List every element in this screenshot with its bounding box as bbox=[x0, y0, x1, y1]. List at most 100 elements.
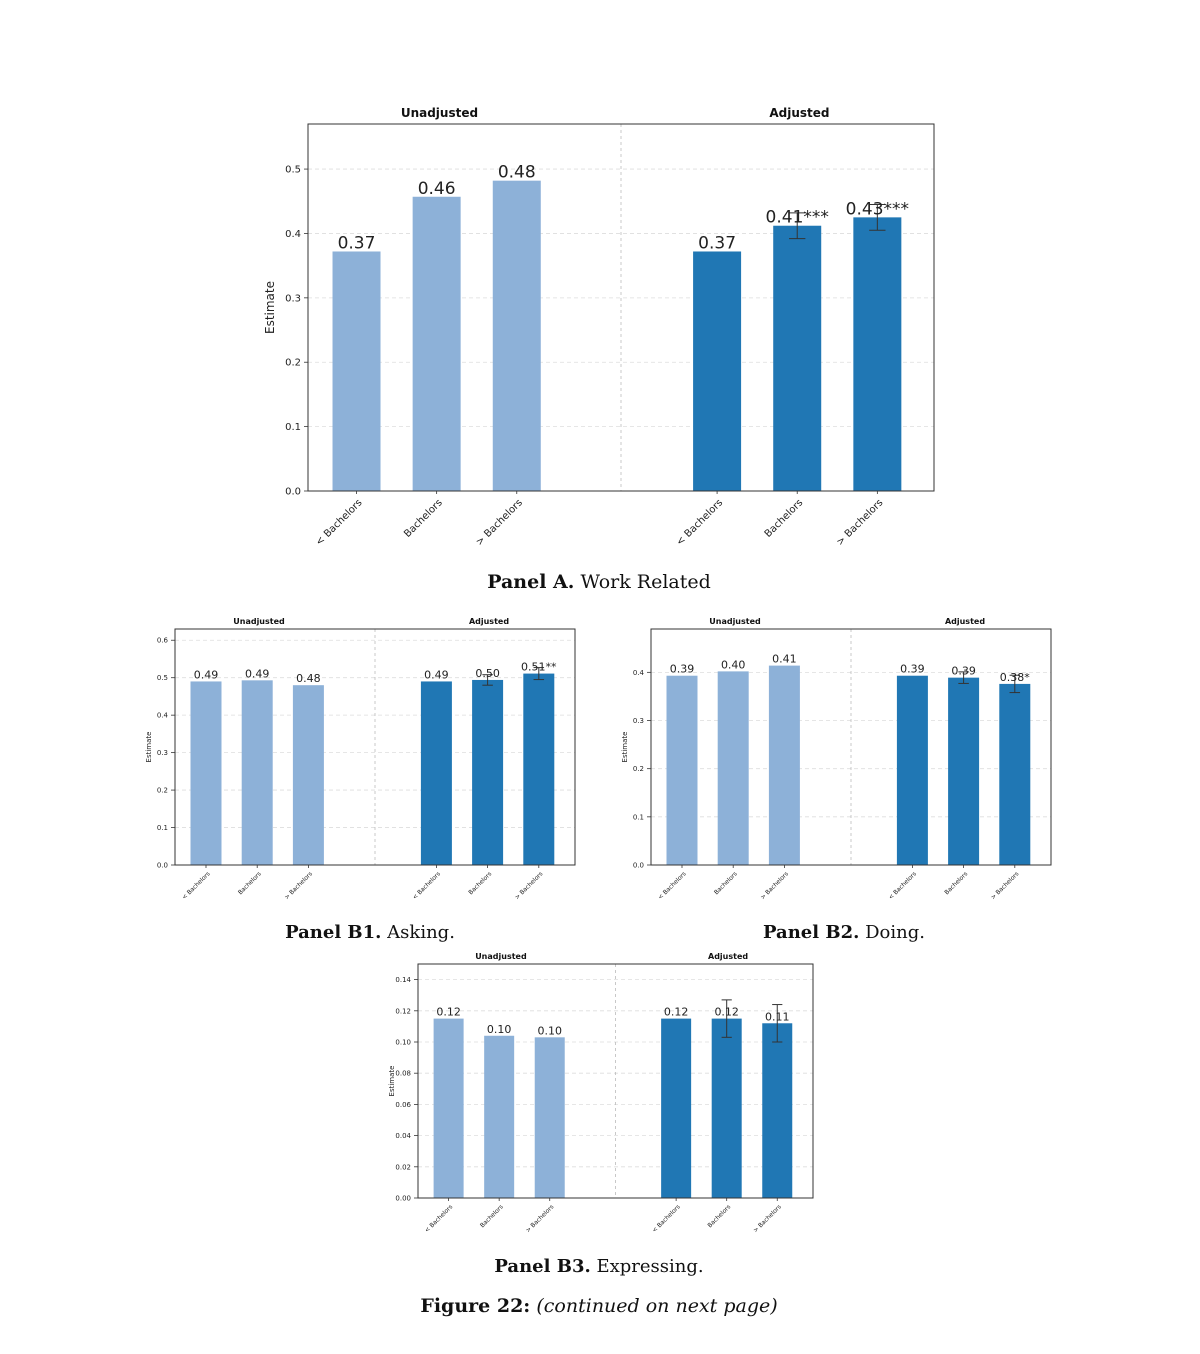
category-tick-label: Bachelors bbox=[479, 1203, 505, 1229]
bar-unadjusted-1 bbox=[412, 196, 461, 491]
data-label: 0.49 bbox=[194, 668, 219, 681]
bar-adjusted-1 bbox=[773, 225, 822, 491]
y-tick-label: 0.4 bbox=[285, 229, 301, 240]
y-tick-label: 0.2 bbox=[285, 358, 301, 369]
caption-panel-b3: Panel B3. Expressing. bbox=[494, 1256, 704, 1277]
y-tick-label: 0.4 bbox=[633, 669, 645, 677]
panel-title-unadjusted: Unadjusted bbox=[401, 106, 478, 120]
y-axis-label: Estimate bbox=[145, 732, 153, 763]
bar-unadjusted-2 bbox=[492, 180, 541, 491]
bar-adjusted-0 bbox=[693, 251, 742, 491]
data-label: 0.11 bbox=[765, 1010, 790, 1023]
category-tick-label: Bachelors bbox=[943, 870, 969, 896]
category-tick-label: > Bachelors bbox=[835, 497, 886, 548]
y-tick-label: 0.08 bbox=[395, 1070, 411, 1078]
y-tick-label: 0.04 bbox=[395, 1132, 411, 1140]
data-label: 0.10 bbox=[487, 1023, 512, 1036]
category-tick-label: Bachelors bbox=[237, 870, 263, 896]
bar-adjusted-0 bbox=[661, 1018, 692, 1198]
y-tick-label: 0.2 bbox=[633, 765, 644, 773]
category-tick-label: Bachelors bbox=[763, 497, 806, 540]
plot-frame bbox=[650, 628, 1052, 866]
data-label: 0.37 bbox=[338, 233, 376, 253]
category-tick-label: < Bachelors bbox=[674, 497, 725, 548]
data-label: 0.48 bbox=[296, 672, 321, 685]
data-label: 0.49 bbox=[424, 668, 449, 681]
y-axis-label: Estimate bbox=[263, 281, 277, 334]
y-tick-label: 0.0 bbox=[633, 861, 644, 869]
caption-panel-a: Panel A. Work Related bbox=[487, 571, 711, 593]
y-tick-label: 0.06 bbox=[395, 1101, 411, 1109]
category-tick-label: > Bachelors bbox=[514, 870, 545, 901]
bar-unadjusted-2 bbox=[768, 665, 800, 865]
bar-adjusted-2 bbox=[853, 217, 902, 491]
category-tick-label: < Bachelors bbox=[314, 497, 365, 548]
y-tick-label: 0.3 bbox=[285, 293, 301, 304]
y-tick-label: 0.1 bbox=[633, 813, 644, 821]
category-tick-label: > Bachelors bbox=[990, 870, 1021, 901]
y-tick-label: 0.6 bbox=[157, 637, 169, 645]
bar-unadjusted-0 bbox=[190, 681, 222, 865]
panel-title-unadjusted: Unadjusted bbox=[233, 617, 285, 626]
data-label: 0.40 bbox=[721, 658, 746, 671]
bar-adjusted-0 bbox=[896, 675, 928, 865]
category-tick-label: Bachelors bbox=[402, 497, 445, 540]
data-label: 0.39 bbox=[900, 663, 925, 676]
data-label: 0.10 bbox=[537, 1024, 562, 1037]
y-tick-label: 0.12 bbox=[395, 1007, 411, 1015]
chart-panel-a: 0.37 < Bachelors 0.46 Bachelors 0.48 > Bachel… bbox=[263, 106, 935, 548]
y-tick-label: 0.3 bbox=[633, 717, 644, 725]
data-label: 0.46 bbox=[418, 179, 456, 199]
data-label: 0.38* bbox=[1000, 671, 1030, 684]
data-label: 0.48 bbox=[498, 163, 536, 183]
panel-title-unadjusted: Unadjusted bbox=[475, 952, 527, 961]
category-tick-label: < Bachelors bbox=[411, 870, 442, 901]
y-tick-label: 0.2 bbox=[157, 787, 168, 795]
y-tick-label: 0.3 bbox=[157, 749, 168, 757]
y-tick-label: 0.02 bbox=[395, 1163, 411, 1171]
bar-adjusted-2 bbox=[523, 673, 555, 865]
y-tick-label: 0.14 bbox=[395, 976, 411, 984]
bar-unadjusted-2 bbox=[292, 685, 324, 865]
data-label: 0.12 bbox=[436, 1006, 461, 1019]
bar-adjusted-2 bbox=[999, 683, 1031, 865]
y-axis-label: Estimate bbox=[388, 1066, 396, 1097]
y-tick-label: 0.5 bbox=[157, 674, 168, 682]
y-tick-label: 0.0 bbox=[157, 861, 168, 869]
category-tick-label: Bachelors bbox=[713, 870, 739, 896]
plot-frame bbox=[417, 963, 814, 1199]
panel-title-adjusted: Adjusted bbox=[469, 617, 509, 626]
figure-caption: Figure 22: (continued on next page) bbox=[420, 1295, 778, 1317]
data-label: 0.12 bbox=[714, 1006, 739, 1019]
category-tick-label: < Bachelors bbox=[887, 870, 918, 901]
bar-unadjusted-0 bbox=[332, 251, 381, 491]
caption-panel-b2: Panel B2. Doing. bbox=[763, 922, 925, 943]
category-tick-label: > Bachelors bbox=[759, 870, 790, 901]
bar-adjusted-2 bbox=[762, 1023, 793, 1198]
y-tick-label: 0.1 bbox=[157, 824, 168, 832]
panel-title-unadjusted: Unadjusted bbox=[709, 617, 761, 626]
category-tick-label: Bachelors bbox=[467, 870, 493, 896]
bar-adjusted-1 bbox=[948, 677, 980, 865]
bar-unadjusted-1 bbox=[241, 680, 273, 865]
bar-adjusted-0 bbox=[420, 681, 452, 865]
caption-panel-b1: Panel B1. Asking. bbox=[285, 922, 455, 943]
y-tick-label: 0.1 bbox=[285, 422, 301, 433]
y-tick-label: 0.10 bbox=[395, 1038, 411, 1046]
y-tick-label: 0.4 bbox=[157, 712, 169, 720]
data-label: 0.41 bbox=[772, 653, 797, 666]
plot-frame bbox=[307, 123, 935, 492]
data-label: 0.50 bbox=[475, 667, 500, 680]
data-label: 0.41*** bbox=[766, 208, 829, 228]
y-axis-label: Estimate bbox=[621, 732, 629, 763]
bar-adjusted-1 bbox=[472, 679, 504, 865]
data-label: 0.39 bbox=[670, 663, 695, 676]
data-label: 0.39 bbox=[951, 665, 976, 678]
chart-panel-b1: 0.49 < Bachelors 0.49 Bachelors 0.48 > Bachel… bbox=[145, 617, 576, 901]
data-label: 0.49 bbox=[245, 667, 270, 680]
plot-frame bbox=[174, 628, 576, 866]
chart-panel-b2: 0.39 < Bachelors 0.40 Bachelors 0.41 > Bachel… bbox=[621, 617, 1052, 901]
category-tick-label: > Bachelors bbox=[283, 870, 314, 901]
category-tick-label: < Bachelors bbox=[651, 1203, 682, 1234]
bar-unadjusted-0 bbox=[433, 1018, 464, 1198]
